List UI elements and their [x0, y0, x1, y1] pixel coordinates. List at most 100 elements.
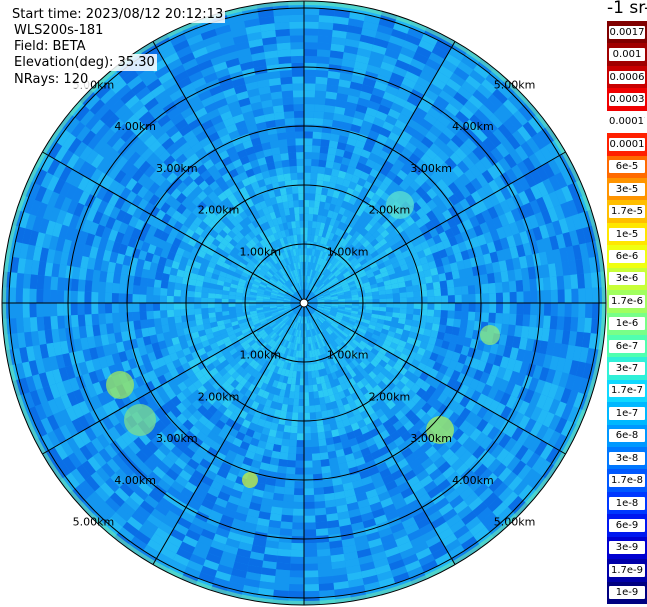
radar-gate [38, 218, 50, 234]
radar-gate [528, 472, 543, 489]
radar-gate [283, 487, 295, 495]
radar-gate [493, 482, 509, 498]
radar-gate [312, 313, 317, 320]
radar-gate [304, 165, 312, 173]
radar-gate [320, 244, 327, 252]
radar-gate [304, 97, 315, 105]
radar-gate [286, 131, 296, 140]
radar-gate [312, 384, 318, 392]
radar-gate [372, 299, 380, 303]
radar-gate [348, 377, 357, 387]
radar-gate [248, 359, 257, 368]
radar-gate [549, 315, 558, 330]
radar-gate [167, 217, 178, 228]
radar-gate [274, 272, 282, 279]
radar-gate [348, 369, 357, 378]
radar-gate [236, 505, 249, 516]
radar-gate [88, 221, 99, 236]
radar-gate [265, 327, 272, 334]
radar-gate [357, 314, 365, 319]
radar-gate [229, 70, 244, 82]
radar-gate [421, 402, 433, 414]
radar-gate [277, 294, 285, 298]
radar-gate [502, 345, 513, 359]
radar-gate [66, 199, 79, 215]
radar-gate [357, 268, 366, 275]
radar-gate [235, 292, 243, 297]
radar-gate [221, 44, 237, 55]
radar-gate [480, 274, 489, 285]
radar-gate [385, 457, 397, 469]
radar-gate [62, 456, 77, 473]
radar-gate [295, 269, 299, 277]
radar-gate [202, 380, 213, 391]
radar-gate [214, 24, 232, 36]
radar-gate [85, 475, 100, 492]
radar-gate [318, 229, 324, 237]
radar-gate [259, 92, 272, 102]
radar-gate [383, 320, 392, 327]
radar-gate [284, 340, 290, 348]
radar-gate [274, 316, 281, 322]
radar-gate [159, 403, 171, 416]
radar-gate [327, 210, 334, 219]
radar-gate [236, 149, 248, 159]
radar-gate [543, 303, 552, 316]
radar-gate [23, 197, 35, 214]
radar-gate [130, 454, 144, 469]
radar-gate [344, 453, 355, 463]
radar-gate [331, 234, 339, 242]
radar-gate [341, 358, 349, 367]
radar-gate [195, 255, 204, 264]
radar-gate [261, 333, 269, 340]
radar-gate [326, 513, 339, 522]
radar-gate [98, 303, 106, 314]
radar-gate [276, 270, 283, 278]
radar-gate [406, 336, 415, 345]
radar-gate [225, 326, 234, 333]
radar-gate [369, 501, 383, 512]
radar-gate [430, 217, 441, 228]
radar-gate [353, 336, 362, 344]
radar-gate [299, 378, 304, 386]
radar-gate [270, 294, 278, 298]
radar-gate [177, 214, 188, 225]
radar-gate [24, 331, 33, 348]
radar-gate [211, 238, 221, 247]
radar-gate [195, 147, 207, 159]
radar-gate [354, 183, 364, 193]
radar-gate [170, 395, 182, 407]
radar-gate [196, 324, 205, 332]
radar-gate [312, 356, 317, 365]
radar-gate [326, 153, 336, 163]
radar-gate [344, 143, 355, 153]
radar-gate [62, 133, 77, 150]
radar-gate [259, 433, 269, 443]
radar-gate [362, 574, 379, 585]
radar-gate [350, 472, 362, 483]
radar-gate [261, 321, 269, 328]
radar-gate [358, 293, 366, 298]
radar-gate [334, 227, 342, 236]
radar-gate [373, 212, 383, 222]
radar-gate [188, 278, 197, 286]
radar-gate [43, 275, 52, 290]
radar-gate [321, 132, 331, 141]
radar-gate [176, 391, 187, 403]
radar-gate [332, 113, 344, 122]
radar-gate [132, 303, 140, 312]
radar-gate [398, 286, 407, 293]
radar-gate [223, 318, 232, 325]
radar-gate [221, 156, 233, 167]
radar-gate [382, 54, 398, 66]
radar-gate [91, 313, 100, 326]
radar-gate [407, 425, 419, 437]
radar-gate [118, 303, 126, 313]
radar-gate [478, 487, 494, 502]
radar-gate [304, 446, 312, 454]
radar-gate [299, 316, 302, 324]
radar-gate [359, 425, 370, 435]
radar-gate [403, 274, 412, 282]
radar-gate [488, 193, 500, 207]
radar-gate [460, 364, 471, 376]
